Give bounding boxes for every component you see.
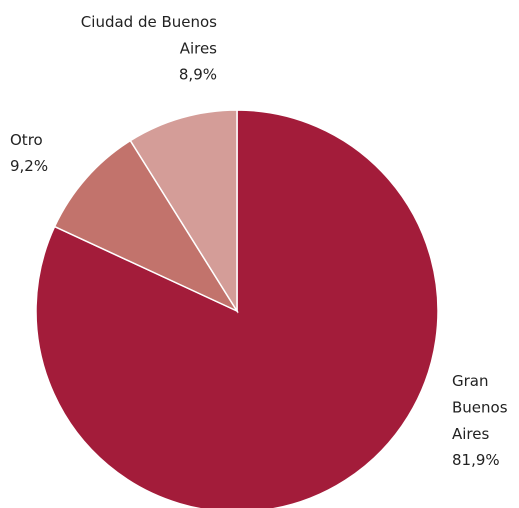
pie-slice xyxy=(53,139,239,313)
slice-value-label: 81,9% xyxy=(452,451,500,469)
slice-label: Otro xyxy=(10,131,43,149)
slice-label: Gran Buenos Aires xyxy=(452,372,508,443)
slice-label: Ciudad de Buenos Aires xyxy=(81,13,217,58)
pie-slice xyxy=(129,109,238,314)
slice-value-label: 8,9% xyxy=(179,66,217,84)
slice-value-label: 9,2% xyxy=(10,157,48,175)
